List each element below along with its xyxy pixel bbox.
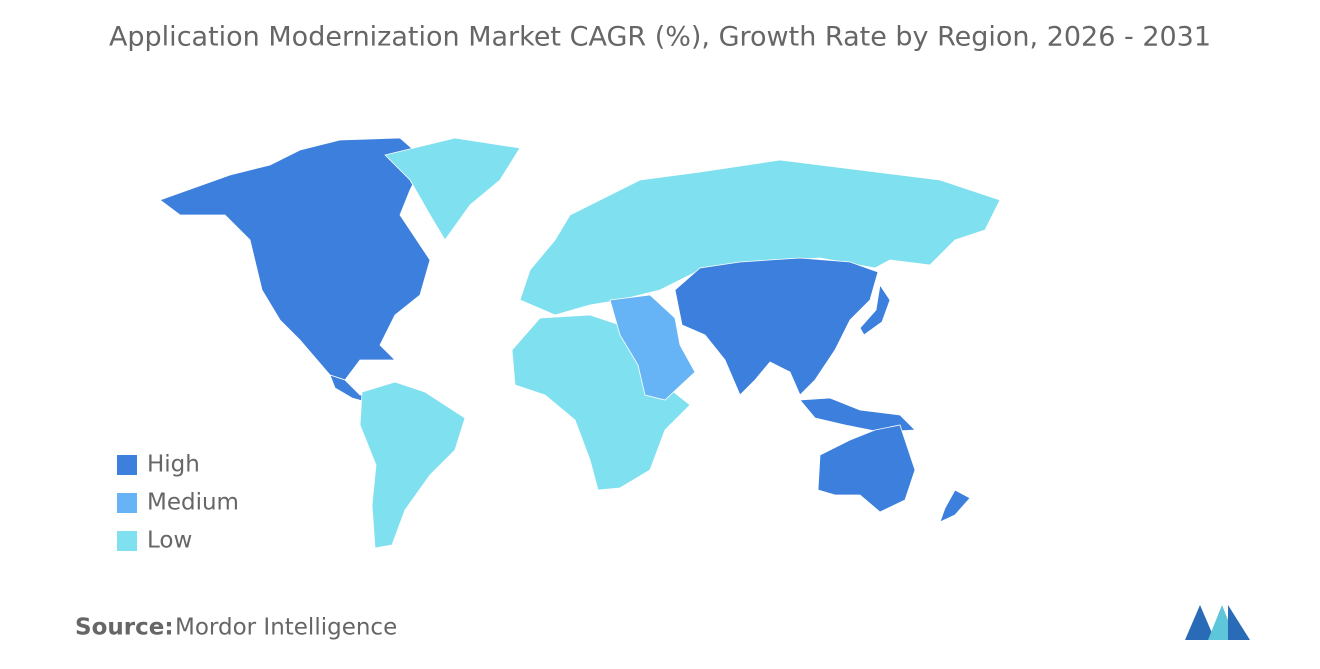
source-label: Source: — [75, 615, 174, 641]
middle-east — [609, 294, 696, 401]
legend: High Medium Low — [117, 452, 239, 554]
legend-swatch — [117, 531, 137, 551]
greenland — [384, 137, 521, 241]
north-america — [159, 137, 431, 381]
europe-russia — [519, 159, 1001, 316]
title: Application Modernization Market CAGR (%… — [109, 22, 1211, 53]
south-america — [359, 381, 466, 549]
logo — [1185, 605, 1250, 640]
source-text: Mordor Intelligence — [175, 615, 397, 641]
australia — [817, 424, 916, 513]
legend-swatch — [117, 455, 137, 475]
legend-label: Low — [147, 528, 192, 554]
new-zealand — [939, 489, 971, 523]
legend-label: Medium — [147, 490, 239, 516]
legend-swatch — [117, 493, 137, 513]
southeast-asia — [799, 397, 916, 433]
world-map — [159, 137, 1001, 549]
asia — [674, 257, 879, 396]
legend-label: High — [147, 452, 200, 478]
japan — [859, 283, 891, 336]
